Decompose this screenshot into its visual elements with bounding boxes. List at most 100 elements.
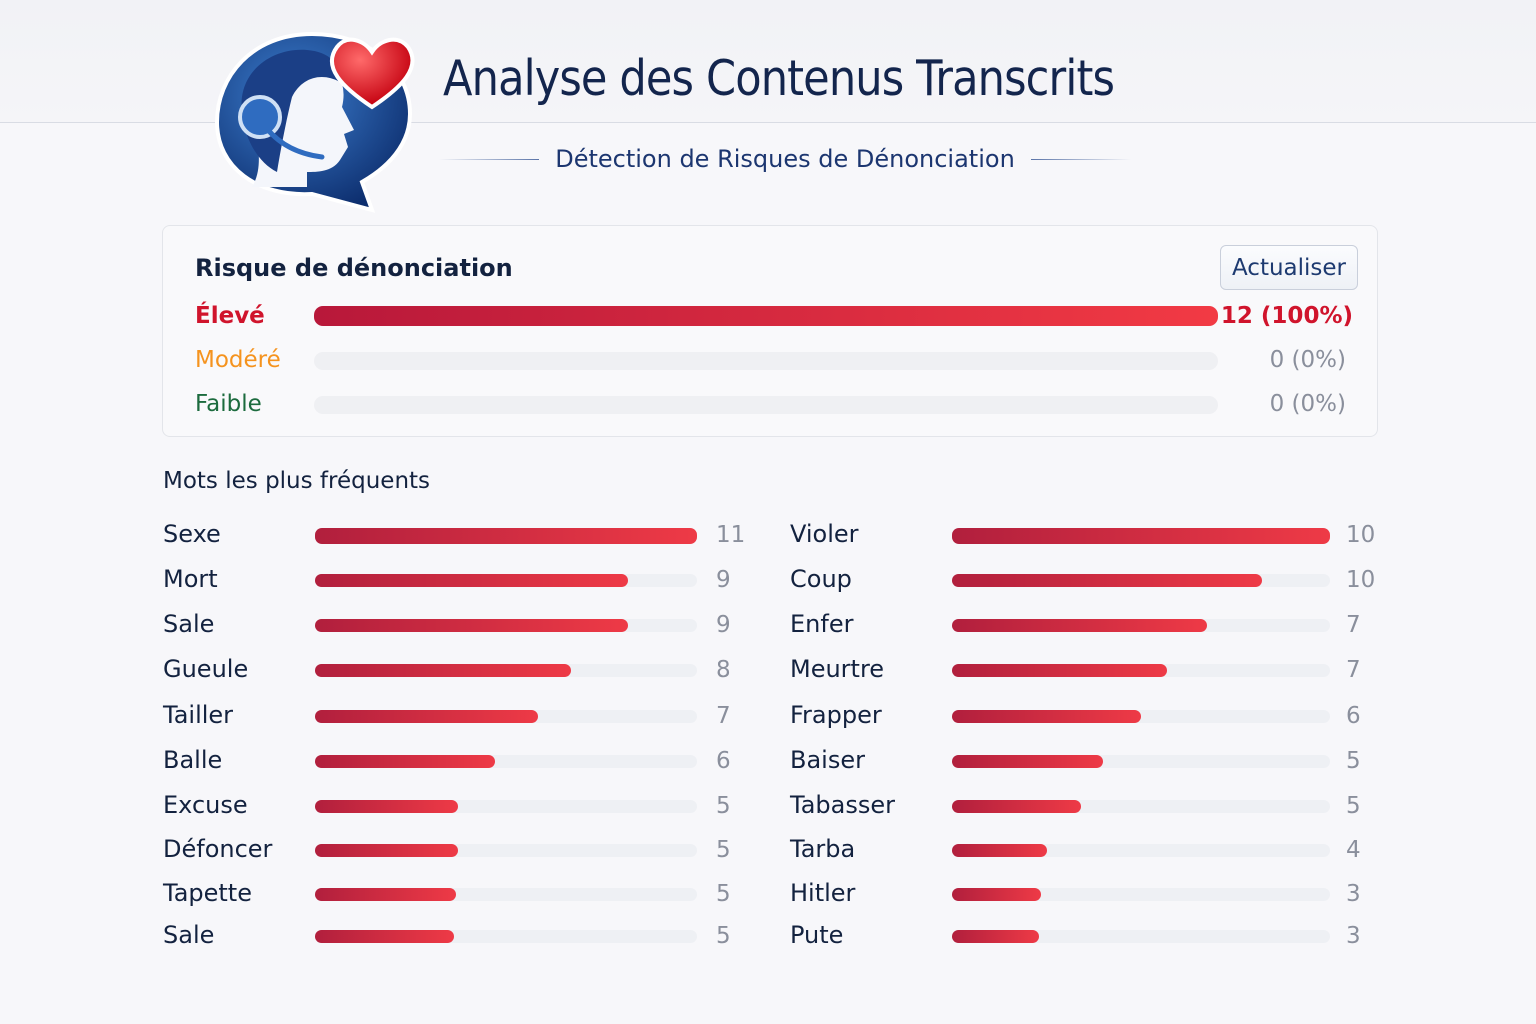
word-bar-fill [952, 710, 1141, 723]
word-count: 9 [716, 612, 731, 638]
word-count: 4 [1346, 837, 1361, 863]
word-bar [315, 528, 697, 544]
page-title: Analyse des Contenus Transcrits [443, 50, 1115, 107]
risk-card-title: Risque de dénonciation [195, 254, 513, 282]
word-bar-fill [315, 930, 455, 943]
word-label: Tarba [790, 835, 856, 863]
word-label: Violer [790, 520, 859, 548]
word-bar [952, 574, 1330, 587]
word-label: Hitler [790, 879, 856, 907]
risk-bar-moderate [314, 352, 1218, 370]
refresh-button[interactable]: Actualiser [1220, 245, 1358, 290]
word-bar [952, 755, 1330, 768]
word-bar-fill [952, 664, 1168, 677]
word-count: 10 [1346, 567, 1376, 593]
word-bar-fill [315, 619, 629, 632]
word-label: Sale [163, 921, 215, 949]
word-label: Tapette [163, 879, 252, 907]
word-bar [952, 528, 1330, 544]
word-bar [315, 574, 697, 587]
risk-card: Risque de dénonciation Actualiser Élevé 1… [162, 225, 1378, 437]
word-count: 7 [1346, 657, 1361, 683]
risk-bar-high [314, 306, 1218, 326]
word-label: Meurtre [790, 655, 885, 683]
word-count: 9 [716, 567, 731, 593]
word-bar [315, 888, 697, 901]
word-count: 5 [716, 881, 731, 907]
frequent-words-title: Mots les plus fréquents [163, 468, 431, 494]
word-bar-fill [315, 755, 495, 768]
word-count: 11 [716, 522, 746, 548]
risk-label-high: Élevé [195, 303, 265, 329]
word-count: 5 [716, 837, 731, 863]
word-label: Coup [790, 565, 852, 593]
word-bar-fill [315, 528, 697, 544]
word-bar [952, 930, 1330, 943]
word-count: 6 [716, 748, 731, 774]
word-count: 5 [716, 793, 731, 819]
word-count: 5 [1346, 748, 1361, 774]
word-bar-fill [952, 574, 1262, 587]
word-label: Sexe [163, 520, 221, 548]
word-count: 6 [1346, 703, 1361, 729]
word-count: 3 [1346, 923, 1361, 949]
word-count: 3 [1346, 881, 1361, 907]
word-bar-fill [952, 800, 1081, 813]
risk-value-moderate: 0 (0%) [1269, 347, 1346, 373]
word-count: 7 [1346, 612, 1361, 638]
word-bar-fill [315, 664, 571, 677]
word-bar [315, 755, 697, 768]
word-count: 10 [1346, 522, 1376, 548]
risk-value-low: 0 (0%) [1269, 391, 1346, 417]
divider-left [439, 158, 540, 160]
word-bar-fill [315, 888, 457, 901]
word-label: Sale [163, 610, 215, 638]
page-subtitle: Détection de Risques de Dénonciation [555, 145, 1015, 173]
word-count: 5 [716, 923, 731, 949]
risk-label-moderate: Modéré [195, 347, 281, 373]
word-count: 8 [716, 657, 731, 683]
word-bar [952, 800, 1330, 813]
risk-bar-fill-high [314, 306, 1218, 326]
divider-right [1030, 158, 1131, 160]
risk-bar-low [314, 396, 1218, 414]
word-label: Tabasser [790, 791, 895, 819]
word-label: Tailler [163, 701, 234, 729]
word-count: 5 [1346, 793, 1361, 819]
word-bar [952, 844, 1330, 857]
word-bar-fill [952, 619, 1208, 632]
word-bar-fill [952, 930, 1039, 943]
word-bar-fill [952, 528, 1330, 544]
logo-operator-heart-icon [214, 31, 415, 213]
word-bar [952, 619, 1330, 632]
word-bar [315, 930, 697, 943]
word-bar-fill [952, 755, 1104, 768]
word-bar [952, 710, 1330, 723]
word-label: Excuse [163, 791, 248, 819]
word-bar-fill [315, 574, 629, 587]
word-label: Frapper [790, 701, 882, 729]
word-bar-fill [315, 800, 459, 813]
word-bar [315, 800, 697, 813]
risk-value-high: 12 (100%) [1220, 303, 1353, 329]
word-label: Défoncer [163, 835, 273, 863]
word-label: Pute [790, 921, 844, 949]
word-label: Gueule [163, 655, 249, 683]
word-label: Baiser [790, 746, 865, 774]
word-bar [952, 664, 1330, 677]
word-label: Enfer [790, 610, 854, 638]
subtitle-row: Détection de Risques de Dénonciation [430, 142, 1140, 176]
word-bar-fill [315, 710, 539, 723]
word-label: Mort [163, 565, 218, 593]
risk-label-low: Faible [195, 391, 262, 417]
word-bar [315, 844, 697, 857]
word-bar [315, 619, 697, 632]
word-bar-fill [952, 844, 1047, 857]
word-label: Balle [163, 746, 223, 774]
word-bar [315, 664, 697, 677]
word-bar [952, 888, 1330, 901]
word-bar [315, 710, 697, 723]
word-count: 7 [716, 703, 731, 729]
word-bar-fill [952, 888, 1041, 901]
word-bar-fill [315, 844, 459, 857]
